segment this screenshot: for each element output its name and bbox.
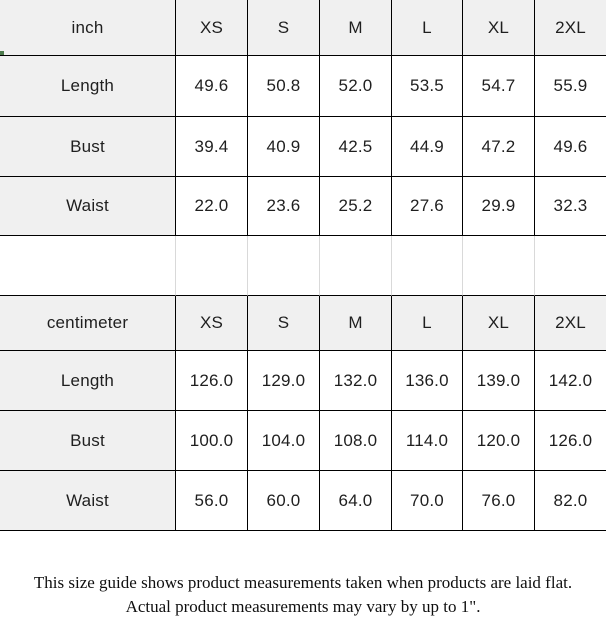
- size-header-s: S: [248, 0, 320, 56]
- table-cell: 60.0: [248, 471, 320, 531]
- unit-header-inch: inch: [0, 0, 176, 56]
- table-cell: 40.9: [248, 117, 320, 177]
- size-header-l: L: [392, 0, 463, 56]
- table-cell: 126.0: [535, 411, 606, 471]
- size-header-m: M: [320, 296, 392, 351]
- table-cell: 142.0: [535, 351, 606, 411]
- spacer-cell: [248, 236, 320, 296]
- size-header-2xl: 2XL: [535, 296, 606, 351]
- table-cell: 50.8: [248, 56, 320, 117]
- table-cell: 64.0: [320, 471, 392, 531]
- size-header-xs: XS: [176, 0, 248, 56]
- spacer-cell: [392, 236, 463, 296]
- size-header-xs: XS: [176, 296, 248, 351]
- size-header-s: S: [248, 296, 320, 351]
- size-header-xl: XL: [463, 0, 535, 56]
- size-header-2xl: 2XL: [535, 0, 606, 56]
- table-cell: 23.6: [248, 177, 320, 236]
- table-cell: 49.6: [176, 56, 248, 117]
- table-cell: 108.0: [320, 411, 392, 471]
- size-header-l: L: [392, 296, 463, 351]
- row-label-length: Length: [0, 351, 176, 411]
- table-cell: 32.3: [535, 177, 606, 236]
- table-cell: 25.2: [320, 177, 392, 236]
- green-tick-marker: [0, 51, 4, 55]
- table-cell: 139.0: [463, 351, 535, 411]
- table-cell: 53.5: [392, 56, 463, 117]
- spacer-cell: [535, 236, 606, 296]
- table-cell: 52.0: [320, 56, 392, 117]
- table-cell: 44.9: [392, 117, 463, 177]
- table-cell: 55.9: [535, 56, 606, 117]
- size-header-xl: XL: [463, 296, 535, 351]
- table-cell: 70.0: [392, 471, 463, 531]
- table-cell: 104.0: [248, 411, 320, 471]
- row-label-waist: Waist: [0, 177, 176, 236]
- table-cell: 42.5: [320, 117, 392, 177]
- table-cell: 132.0: [320, 351, 392, 411]
- table-cell: 136.0: [392, 351, 463, 411]
- table-cell: 126.0: [176, 351, 248, 411]
- table-cell: 27.6: [392, 177, 463, 236]
- table-cell: 29.9: [463, 177, 535, 236]
- unit-header-centimeter: centimeter: [0, 296, 176, 351]
- row-label-waist: Waist: [0, 471, 176, 531]
- table-cell: 22.0: [176, 177, 248, 236]
- table-cell: 114.0: [392, 411, 463, 471]
- spacer-cell: [320, 236, 392, 296]
- table-cell: 56.0: [176, 471, 248, 531]
- spacer-cell: [0, 236, 176, 296]
- table-cell: 120.0: [463, 411, 535, 471]
- table-cell: 129.0: [248, 351, 320, 411]
- spacer-cell: [463, 236, 535, 296]
- table-cell: 39.4: [176, 117, 248, 177]
- table-cell: 49.6: [535, 117, 606, 177]
- table-cell: 100.0: [176, 411, 248, 471]
- table-cell: 76.0: [463, 471, 535, 531]
- row-label-bust: Bust: [0, 117, 176, 177]
- size-header-m: M: [320, 0, 392, 56]
- spacer-cell: [176, 236, 248, 296]
- measurement-disclaimer: This size guide shows product measuremen…: [33, 573, 573, 616]
- row-label-length: Length: [0, 56, 176, 117]
- size-guide-table: inch XS S M L XL 2XL Length 49.6 50.8 52…: [0, 0, 606, 531]
- table-cell: 82.0: [535, 471, 606, 531]
- table-cell: 54.7: [463, 56, 535, 117]
- table-cell: 47.2: [463, 117, 535, 177]
- row-label-bust: Bust: [0, 411, 176, 471]
